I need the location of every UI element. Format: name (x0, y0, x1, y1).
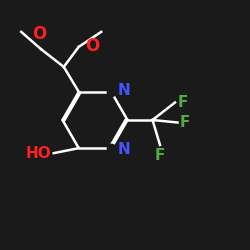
Text: N: N (118, 142, 130, 157)
Text: O: O (32, 25, 46, 43)
Text: F: F (155, 148, 165, 162)
Text: O: O (85, 36, 99, 54)
Text: F: F (178, 95, 188, 110)
Text: F: F (180, 115, 190, 130)
Text: HO: HO (26, 146, 51, 161)
Text: N: N (118, 83, 130, 98)
